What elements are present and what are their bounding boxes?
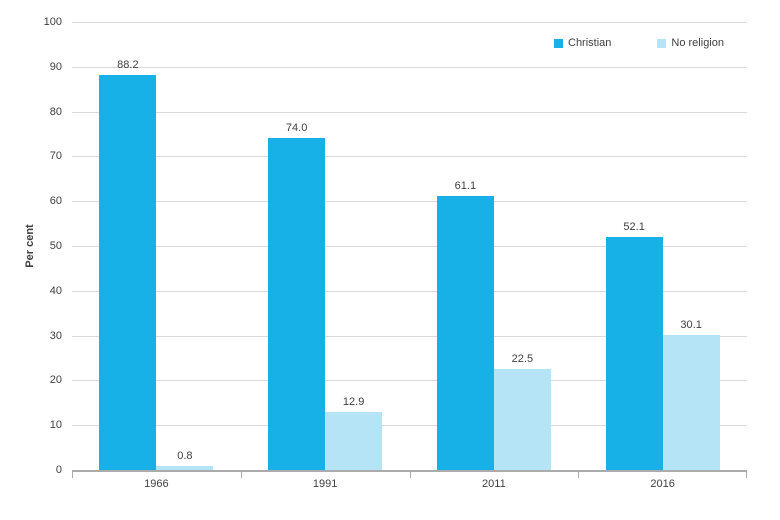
x-axis-tick bbox=[72, 472, 73, 478]
y-tick-label: 50 bbox=[49, 240, 62, 252]
bar-no-religion-1966: 0.8 bbox=[156, 450, 214, 470]
value-label: 12.9 bbox=[342, 396, 365, 409]
x-axis-tick bbox=[409, 472, 411, 478]
gridline bbox=[72, 66, 747, 68]
value-label: 30.1 bbox=[680, 319, 702, 332]
value-label: 22.5 bbox=[511, 353, 534, 366]
legend-label: Christian bbox=[568, 37, 612, 49]
value-label: 52.1 bbox=[623, 220, 645, 233]
bar-christian-1991: 74.0 bbox=[268, 122, 326, 470]
bar-no-religion-2016: 30.1 bbox=[662, 319, 720, 470]
bar-christian-1966: 88.2 bbox=[99, 59, 157, 470]
y-tick-label: 100 bbox=[43, 16, 62, 28]
bar-group-2016: 52.1 30.1 bbox=[578, 22, 747, 470]
legend: Christian No religion bbox=[554, 37, 724, 49]
legend-swatch bbox=[657, 38, 667, 48]
y-tick-label: 70 bbox=[49, 150, 62, 163]
gridline bbox=[72, 380, 747, 382]
y-tick-label: 80 bbox=[49, 105, 62, 118]
gridline bbox=[72, 201, 747, 203]
legend-item-christian: Christian bbox=[554, 37, 611, 49]
value-label: 88.2 bbox=[117, 58, 139, 71]
y-tick-label: 90 bbox=[49, 60, 62, 73]
bar-no-religion-1991: 12.9 bbox=[325, 396, 383, 470]
x-category-label: 1991 bbox=[312, 478, 338, 490]
gridline bbox=[72, 246, 747, 247]
gridline bbox=[72, 290, 747, 292]
gridline bbox=[72, 156, 747, 158]
legend-item-no-religion: No religion bbox=[657, 37, 724, 49]
y-tick-label: 20 bbox=[49, 374, 62, 387]
bar-christian-2016: 52.1 bbox=[605, 221, 663, 470]
bar-no-religion-2011: 22.5 bbox=[493, 353, 551, 470]
value-label: 61.1 bbox=[454, 180, 477, 193]
value-label: 74.0 bbox=[285, 122, 308, 135]
gridline bbox=[72, 425, 747, 427]
y-tick-label: 40 bbox=[49, 284, 62, 297]
x-axis-tick bbox=[578, 472, 580, 478]
x-category-label: 2011 bbox=[482, 478, 506, 490]
y-tick-label: 0 bbox=[55, 464, 62, 476]
y-tick-label: 30 bbox=[49, 329, 62, 342]
y-tick-label: 10 bbox=[49, 419, 62, 432]
x-axis-tick bbox=[240, 472, 242, 478]
bar-christian-2011: 61.1 bbox=[436, 180, 494, 470]
bar-group-1966: 88.2 0.8 bbox=[72, 22, 241, 470]
legend-swatch bbox=[554, 38, 563, 48]
gridline bbox=[72, 111, 747, 113]
x-category-label: 2016 bbox=[650, 478, 675, 490]
bar-group-2011: 61.1 22.5 bbox=[410, 22, 579, 470]
legend-label: No religion bbox=[671, 37, 724, 49]
gridline bbox=[72, 335, 747, 337]
y-tick-label: 60 bbox=[49, 195, 62, 208]
value-label: 0.8 bbox=[177, 450, 193, 463]
x-axis-tick bbox=[746, 472, 747, 478]
bar-group-1991: 74.0 12.9 bbox=[241, 22, 410, 470]
plot-area: 88.2 0.8 74.0 12.9 61.1 22.5 52.1 30.1 bbox=[72, 22, 747, 478]
x-category-label: 1966 bbox=[144, 478, 169, 490]
gridline bbox=[72, 22, 747, 23]
